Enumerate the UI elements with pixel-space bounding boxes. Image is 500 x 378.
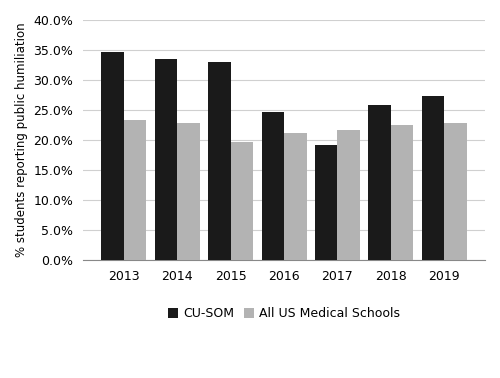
Bar xyxy=(208,62,231,260)
Bar xyxy=(155,59,178,260)
Bar xyxy=(368,105,391,260)
Bar xyxy=(178,123,200,260)
Bar xyxy=(262,112,284,260)
Y-axis label: % students reporting public humiliation: % students reporting public humiliation xyxy=(15,23,28,257)
Bar xyxy=(444,122,466,260)
Bar xyxy=(391,125,413,260)
Bar xyxy=(124,119,146,260)
Bar xyxy=(338,130,360,260)
Bar xyxy=(230,143,253,260)
Bar xyxy=(102,52,124,260)
Legend: CU-SOM, All US Medical Schools: CU-SOM, All US Medical Schools xyxy=(163,302,405,325)
Bar xyxy=(315,145,338,260)
Bar xyxy=(284,133,306,260)
Bar xyxy=(422,96,444,260)
